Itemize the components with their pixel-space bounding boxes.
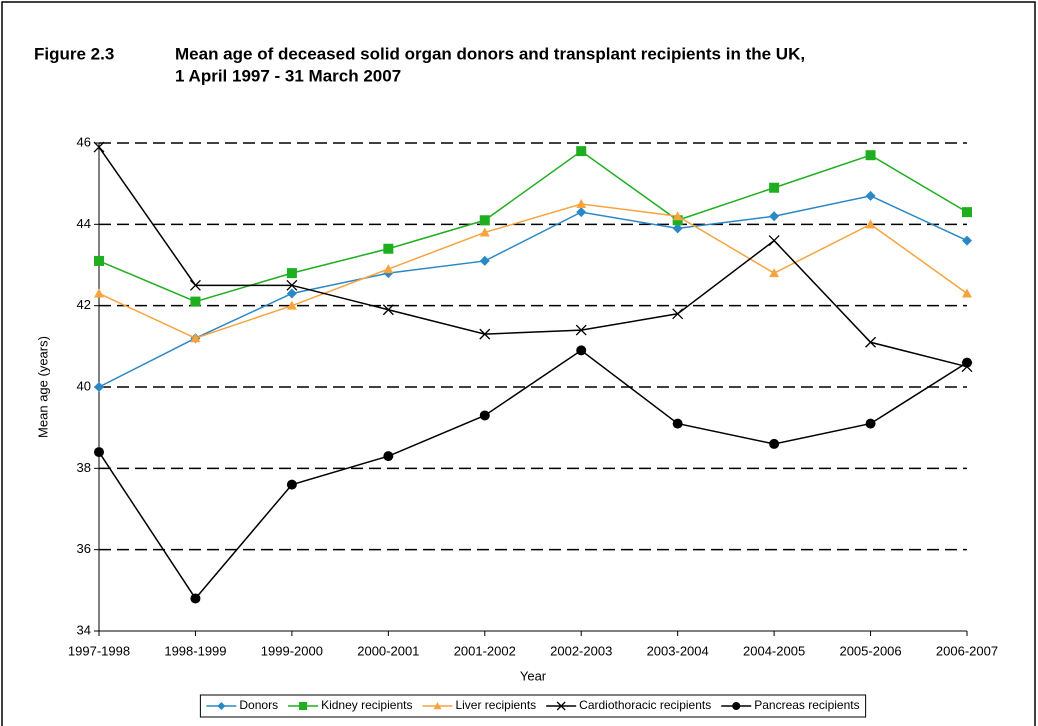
x-tick-label: 1998-1999: [164, 643, 226, 658]
y-tick-label: 34: [77, 622, 91, 637]
x-tick-label: 2002-2003: [550, 643, 612, 658]
marker: [479, 227, 490, 237]
legend-label: Kidney recipients: [321, 698, 412, 712]
marker: [769, 438, 780, 449]
series-line: [98, 349, 968, 600]
legend-label: Pancreas recipients: [754, 698, 859, 712]
marker: [962, 288, 972, 298]
y-tick-label: 40: [77, 378, 91, 393]
legend-item: Liver recipients: [422, 698, 536, 712]
x-tick-label: 1997-1998: [68, 643, 130, 658]
marker: [190, 333, 201, 343]
x-tick-label: 2005-2006: [839, 643, 901, 658]
marker: [479, 255, 490, 266]
marker: [576, 207, 587, 218]
marker: [962, 357, 972, 368]
marker: [576, 146, 587, 157]
marker: [217, 702, 226, 710]
marker: [865, 190, 876, 201]
marker: [672, 308, 684, 320]
series-line: [98, 146, 968, 368]
y-tick-label: 36: [77, 541, 91, 556]
marker: [382, 304, 394, 316]
x-tick-label: 1999-2000: [261, 643, 323, 658]
marker: [286, 288, 297, 299]
marker: [769, 268, 780, 278]
marker: [190, 593, 201, 604]
marker: [286, 300, 297, 310]
marker: [768, 235, 780, 247]
legend-item: Donors: [206, 698, 278, 712]
marker: [383, 451, 394, 462]
legend-item: Kidney recipients: [288, 698, 412, 712]
marker: [383, 243, 394, 254]
marker: [94, 288, 104, 298]
legend-box: [199, 694, 867, 718]
marker: [383, 264, 394, 274]
marker: [94, 255, 104, 266]
marker: [189, 279, 201, 291]
marker: [556, 701, 566, 711]
legend-label: Liver recipients: [455, 698, 536, 712]
series-line: [98, 150, 968, 303]
marker: [769, 182, 780, 193]
marker: [672, 211, 683, 221]
legend-label: Donors: [239, 698, 278, 712]
x-tick-label: 2000-2001: [357, 643, 419, 658]
y-axis-title: Mean age (years): [35, 336, 50, 438]
marker: [769, 211, 780, 222]
marker: [672, 215, 683, 226]
marker: [865, 150, 876, 161]
marker: [576, 345, 587, 356]
marker: [962, 207, 972, 218]
marker: [575, 324, 587, 336]
legend: Donors Kidney recipients Liver recipients C…: [206, 698, 860, 712]
marker: [93, 141, 105, 153]
marker: [94, 447, 104, 458]
figure-label: Figure 2.3: [34, 44, 114, 63]
marker: [286, 268, 297, 279]
marker: [576, 199, 587, 208]
marker: [479, 215, 490, 226]
x-tick-label: 2004-2005: [743, 643, 805, 658]
legend-label: Cardiothoracic recipients: [579, 698, 711, 712]
marker: [962, 235, 972, 246]
x-axis-title: Year: [520, 668, 547, 683]
series-line: [98, 203, 968, 340]
y-tick-label: 44: [77, 216, 91, 231]
marker: [433, 702, 442, 710]
marker: [865, 418, 876, 429]
y-tick-label: 42: [77, 297, 91, 312]
legend-item: Cardiothoracic recipients: [546, 698, 711, 712]
marker: [865, 336, 877, 348]
legend-item: Pancreas recipients: [721, 698, 860, 712]
x-tick-label: 2006-2007: [936, 643, 998, 658]
marker: [94, 382, 104, 392]
marker: [479, 410, 490, 421]
marker: [479, 328, 491, 340]
marker: [286, 479, 297, 490]
marker: [299, 702, 308, 710]
x-tick-label: 2003-2004: [647, 643, 709, 658]
chart-title: 1 April 1997 - 31 March 2007: [175, 66, 401, 85]
marker: [732, 702, 741, 710]
series-line: [98, 195, 968, 388]
marker: [672, 418, 683, 429]
marker: [286, 279, 298, 291]
marker: [672, 223, 683, 234]
x-tick-label: 2001-2002: [454, 643, 516, 658]
y-tick-label: 38: [77, 460, 91, 475]
marker: [865, 219, 876, 229]
y-tick-label: 46: [77, 134, 91, 149]
chart-title: Mean age of deceased solid organ donors …: [175, 44, 805, 63]
marker: [190, 296, 201, 307]
